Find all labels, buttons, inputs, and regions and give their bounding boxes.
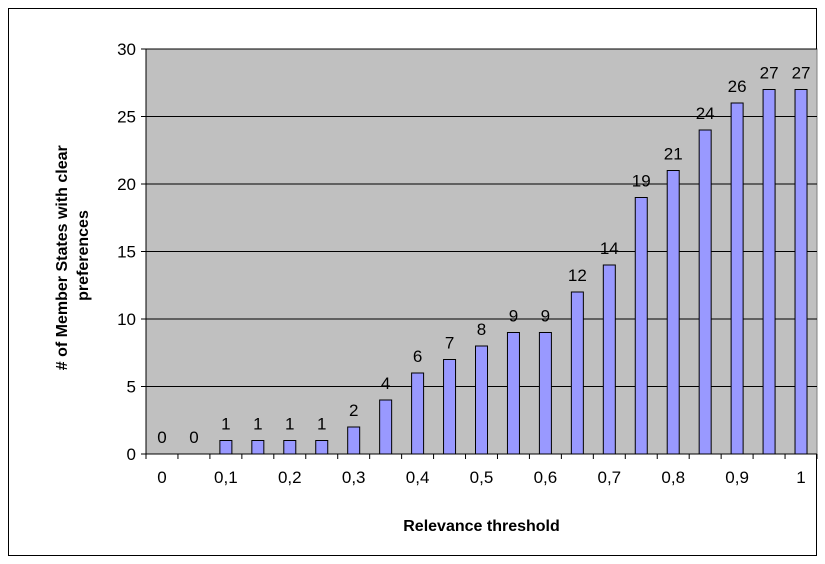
data-label: 0 — [157, 428, 166, 447]
y-tick-label: 15 — [117, 243, 136, 262]
bar — [315, 440, 329, 455]
y-tick-label: 0 — [127, 445, 136, 464]
x-tick-label: 0,5 — [470, 468, 494, 487]
data-label: 19 — [632, 172, 651, 191]
y-tick-label: 30 — [117, 40, 136, 59]
y-axis-title-line-2: preferences — [75, 210, 92, 301]
bar — [538, 332, 552, 455]
data-label: 14 — [600, 239, 619, 258]
data-label: 1 — [221, 415, 230, 434]
bar — [570, 291, 584, 455]
bar — [219, 440, 233, 455]
data-label: 0 — [189, 428, 198, 447]
bar — [730, 102, 744, 455]
bar — [762, 89, 776, 455]
data-label: 1 — [253, 415, 262, 434]
bar — [698, 129, 712, 455]
x-tick-label: 0,3 — [342, 468, 366, 487]
x-tick-label: 0,4 — [406, 468, 430, 487]
x-tick-label: 0,8 — [661, 468, 685, 487]
data-label: 12 — [568, 266, 587, 285]
x-tick-label: 1 — [796, 468, 805, 487]
y-axis-title-line-1: # of Member States with clear — [54, 145, 71, 370]
bar — [666, 170, 680, 455]
data-label: 9 — [541, 307, 550, 326]
x-tick-label: 0,2 — [278, 468, 302, 487]
bar — [443, 359, 457, 455]
bar — [634, 197, 648, 455]
bar — [794, 89, 808, 455]
y-tick-label: 25 — [117, 108, 136, 127]
y-axis-title: # of Member States with clear preference… — [54, 141, 92, 370]
data-label: 8 — [477, 320, 486, 339]
bar — [602, 264, 616, 455]
x-tick-label: 0,7 — [597, 468, 621, 487]
data-label: 21 — [664, 145, 683, 164]
data-label: 1 — [285, 415, 294, 434]
bar — [411, 372, 425, 455]
bar — [506, 332, 520, 455]
bar — [379, 399, 393, 455]
bar — [475, 345, 488, 455]
x-tick-label: 0,1 — [214, 468, 238, 487]
x-tick-label: 0,9 — [725, 468, 749, 487]
data-label: 27 — [760, 64, 779, 83]
y-tick-label: 10 — [117, 310, 136, 329]
data-label: 6 — [413, 347, 422, 366]
x-tick-label: 0 — [157, 468, 166, 487]
data-label: 4 — [381, 374, 390, 393]
x-axis-ticks: 0 0,1 0,2 0,3 0,4 0,5 0,6 0,7 0,8 0,9 1 — [145, 454, 818, 487]
data-label: 27 — [792, 64, 811, 83]
data-label: 26 — [728, 77, 747, 96]
bar — [283, 440, 297, 455]
y-tick-label: 5 — [127, 378, 136, 397]
data-label: 9 — [509, 307, 518, 326]
data-label: 24 — [696, 104, 715, 123]
bar — [251, 440, 265, 455]
y-tick-label: 20 — [117, 175, 136, 194]
data-label: 2 — [349, 401, 358, 420]
bars — [219, 89, 808, 455]
data-label: 1 — [317, 415, 326, 434]
x-tick-label: 0,6 — [534, 468, 558, 487]
x-axis-title: Relevance threshold — [403, 518, 560, 535]
data-label: 7 — [445, 334, 454, 353]
bar — [347, 426, 361, 455]
